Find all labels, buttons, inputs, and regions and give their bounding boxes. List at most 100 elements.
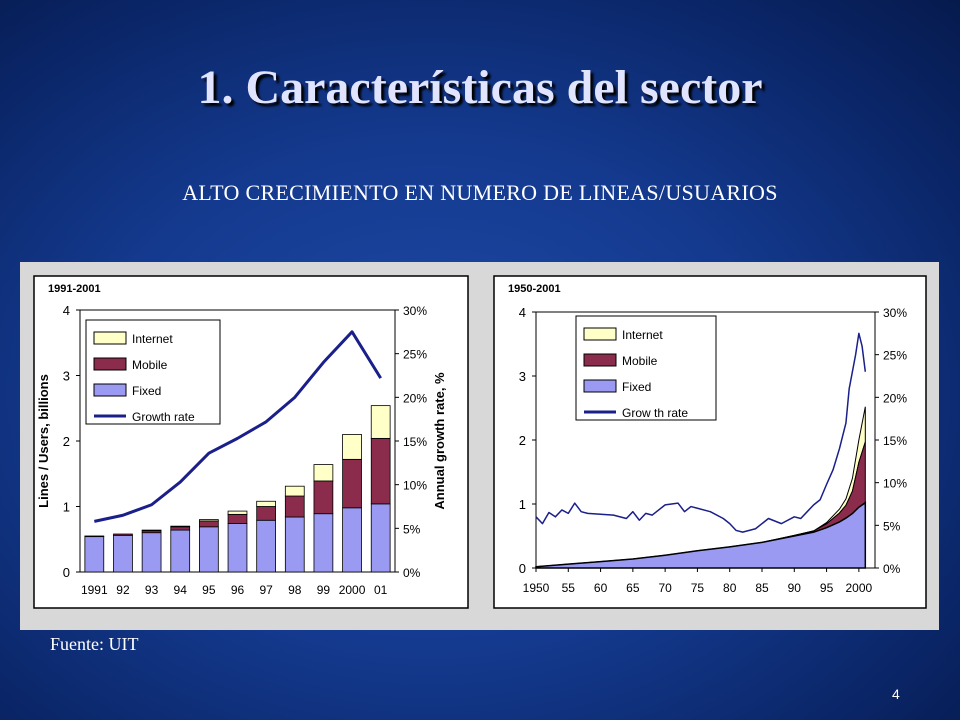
chart-1-bar-internet [342,434,362,460]
chart-1-bar-fixed [199,526,219,573]
chart-1-bar-mobile [313,480,334,515]
chart-1-bar-internet [199,519,219,522]
chart-2-area-fixed [535,501,867,569]
chart-2-legend-label: Grow th rate [622,406,688,420]
chart-1-bar-internet [313,464,334,482]
chart-1-bar-fixed [313,513,334,573]
chart-1-bar-fixed [342,507,362,573]
page-number: 4 [892,686,900,702]
chart-2-y2tick-label: 5% [883,519,901,533]
chart-1-y2tick-label: 10% [403,479,427,493]
chart-1-bar-fixed [256,519,276,573]
chart-1-bar-internet [141,529,162,532]
chart-1-legend-label: Fixed [132,384,161,398]
chart-2-y2tick-label: 15% [883,434,907,448]
chart-2-xtick-label: 70 [658,581,672,595]
chart-2-legend-swatch [583,379,617,393]
chart-2-legend-swatch [583,353,617,367]
chart-1-legend-swatch [93,357,127,371]
chart-1-xtick-label: 99 [317,583,331,597]
chart-1-ytick-label: 2 [63,434,70,449]
slide-title: 1. Características del sector [197,61,763,114]
chart-1-bar-fixed [370,503,391,573]
chart-2-ytick-label: 1 [519,497,526,512]
chart-1-bar-mobile [227,513,248,524]
chart-1-xtick-label: 92 [116,583,130,597]
chart-1-bar-internet [256,500,276,507]
chart-2-xtick-label: 75 [691,581,705,595]
chart-1-ytick-label: 3 [63,369,70,384]
chart-2-y2tick-label: 20% [883,391,907,405]
chart-2-y2tick-label: 0% [883,562,901,576]
chart-1-bar-mobile [199,520,219,528]
chart-1-xtick-label: 95 [202,583,216,597]
chart-1-bar-internet [284,485,305,497]
chart-1-legend-label: Internet [132,332,173,346]
chart-1-bar-mobile [256,506,276,521]
chart-1-bar-internet [370,405,391,439]
chart-1-xtick-label: 93 [145,583,159,597]
chart-2-xtick-label: 95 [820,581,834,595]
chart-2-xtick-label: 1950 [523,581,550,595]
chart-1-bar-internet [170,525,191,528]
chart-1-bar-fixed [284,516,305,573]
chart-1-bar-mobile [342,458,362,509]
chart-2-title: 1950-2001 [508,283,561,295]
chart-1-bar-fixed [227,523,248,573]
chart-1-y2label: Annual growth rate, % [432,372,447,510]
chart-2-ytick-label: 0 [519,561,526,576]
chart-2-legend-label: Fixed [622,380,651,394]
chart-1-bar-mobile [284,495,305,518]
chart-2-xtick-label: 90 [788,581,802,595]
chart-1-title: 1991-2001 [48,283,101,295]
chart-1-xtick-label: 94 [174,583,188,597]
chart-2-legend-label: Mobile [622,354,658,368]
charts-figure: 1991-2001 0 1 2 3 4 0% 5% 10% 15% 20% 25% 30% 1991 92 9… [20,262,939,630]
chart-1-bar-fixed [141,532,162,573]
chart-2-xtick-label: 60 [594,581,608,595]
chart-1-bar-mobile [370,437,391,505]
chart-1-y2tick-label: 25% [403,348,427,362]
chart-1-xtick-label: 97 [259,583,273,597]
chart-1-legend-label: Growth rate [132,410,195,424]
chart-2-xtick-label: 2000 [846,581,873,595]
chart-2-legend-label: Internet [622,328,663,342]
chart-2-ytick-label: 3 [519,369,526,384]
chart-1-y2tick-label: 20% [403,391,427,405]
chart-1-xtick-label: 2000 [339,583,366,597]
chart-2-xtick-label: 65 [626,581,640,595]
chart-1-y2tick-label: 15% [403,435,427,449]
chart-1-ylabel: Lines / Users, billions [36,374,51,508]
chart-2-xtick-label: 85 [755,581,769,595]
chart-1-bar-mobile [113,533,133,536]
chart-1-legend-swatch [93,331,127,345]
chart-1-bar-mobile [84,535,105,538]
chart-1-y2tick-label: 30% [403,304,427,318]
chart-1-y2tick-label: 5% [403,522,421,536]
chart-1-y2tick-label: 0% [403,566,421,580]
chart-2-y2tick-label: 10% [883,477,907,491]
chart-2-y2tick-label: 30% [883,306,907,320]
chart-2-growth-line [535,332,867,533]
chart-1-bar-fixed [113,534,133,573]
chart-1-xtick-label: 01 [374,583,388,597]
chart-2-legend-swatch [583,327,617,341]
slide-subtitle: ALTO CRECIMIENTO EN NUMERO DE LINEAS/USU… [182,180,778,205]
chart-2-ytick-label: 2 [519,433,526,448]
chart-1-growth-line [94,330,382,523]
chart-2-xtick-label: 80 [723,581,737,595]
chart-1-xtick-label: 98 [288,583,302,597]
chart-1-bar-mobile [170,526,191,531]
chart-1-ytick-label: 4 [63,303,70,318]
chart-1-bar-fixed [170,529,191,573]
chart-1-legend-swatch [93,383,127,397]
chart-1-xtick-label: 96 [231,583,245,597]
source-note: Fuente: UIT [50,634,139,654]
chart-2-ytick-label: 4 [519,305,526,320]
chart-1-xtick-label: 1991 [81,583,108,597]
chart-1-bar-internet [227,510,248,515]
chart-1-bar-fixed [84,536,105,573]
chart-2-xtick-label: 55 [562,581,576,595]
chart-1-ytick-label: 1 [63,500,70,515]
